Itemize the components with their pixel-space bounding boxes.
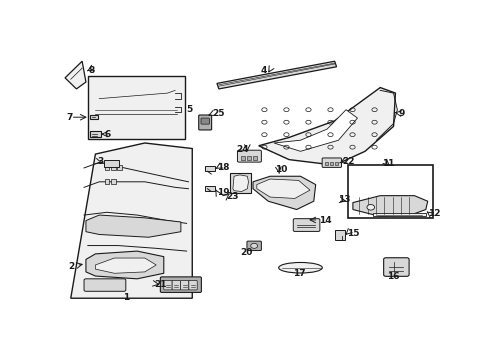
Circle shape [367,204,374,210]
Text: 20: 20 [240,248,252,257]
Circle shape [251,243,258,248]
Polygon shape [86,215,181,237]
FancyBboxPatch shape [172,280,180,290]
Polygon shape [274,110,358,151]
Text: 1: 1 [122,293,129,302]
FancyBboxPatch shape [189,280,197,290]
Text: 7: 7 [66,113,73,122]
FancyBboxPatch shape [201,118,209,124]
FancyBboxPatch shape [294,219,320,231]
Text: 10: 10 [275,165,288,174]
FancyBboxPatch shape [180,280,189,290]
Text: 21: 21 [154,280,167,289]
Text: 11: 11 [382,159,394,168]
FancyBboxPatch shape [104,161,119,167]
Polygon shape [253,176,316,210]
Polygon shape [96,258,156,273]
FancyBboxPatch shape [84,279,126,291]
Text: 8: 8 [89,66,95,75]
Bar [111,179,116,184]
FancyBboxPatch shape [230,174,251,193]
Bar [325,162,328,166]
Text: 19: 19 [217,188,230,197]
Bar [335,162,338,166]
Polygon shape [88,76,185,139]
FancyBboxPatch shape [372,213,426,216]
Bar [90,115,98,119]
FancyBboxPatch shape [247,241,261,251]
Polygon shape [71,143,192,298]
FancyBboxPatch shape [160,277,201,292]
Text: 4: 4 [261,66,267,75]
Text: 3: 3 [98,157,103,166]
Bar [117,165,122,170]
Text: 17: 17 [293,269,306,278]
Text: 15: 15 [347,229,360,238]
Bar [111,165,116,170]
Polygon shape [353,195,428,216]
Polygon shape [86,251,164,279]
FancyBboxPatch shape [348,165,433,218]
Text: 23: 23 [226,192,239,201]
Text: 24: 24 [237,145,249,154]
Polygon shape [65,61,86,89]
FancyBboxPatch shape [238,150,261,162]
Text: 18: 18 [217,163,229,172]
Ellipse shape [279,262,322,273]
Bar [241,156,245,159]
Bar [253,156,257,159]
Polygon shape [257,179,310,198]
Polygon shape [233,175,248,192]
Text: 9: 9 [398,109,405,118]
Bar [105,179,109,184]
Text: 2: 2 [68,262,74,271]
Polygon shape [217,61,337,89]
Text: 16: 16 [387,272,400,281]
FancyBboxPatch shape [164,280,172,290]
FancyBboxPatch shape [384,258,409,276]
FancyBboxPatch shape [205,166,216,171]
Bar [330,162,333,166]
Bar [105,165,109,170]
FancyBboxPatch shape [335,230,345,240]
Text: 5: 5 [187,105,193,114]
FancyBboxPatch shape [90,131,101,138]
Text: 22: 22 [342,157,355,166]
FancyBboxPatch shape [205,186,216,191]
Text: 14: 14 [319,216,332,225]
FancyBboxPatch shape [322,158,342,167]
FancyBboxPatch shape [199,115,212,130]
Text: 12: 12 [428,209,440,218]
Bar [247,156,251,159]
Polygon shape [259,87,395,165]
Text: 25: 25 [212,109,225,118]
Text: 6: 6 [105,130,111,139]
Text: 13: 13 [339,195,351,204]
